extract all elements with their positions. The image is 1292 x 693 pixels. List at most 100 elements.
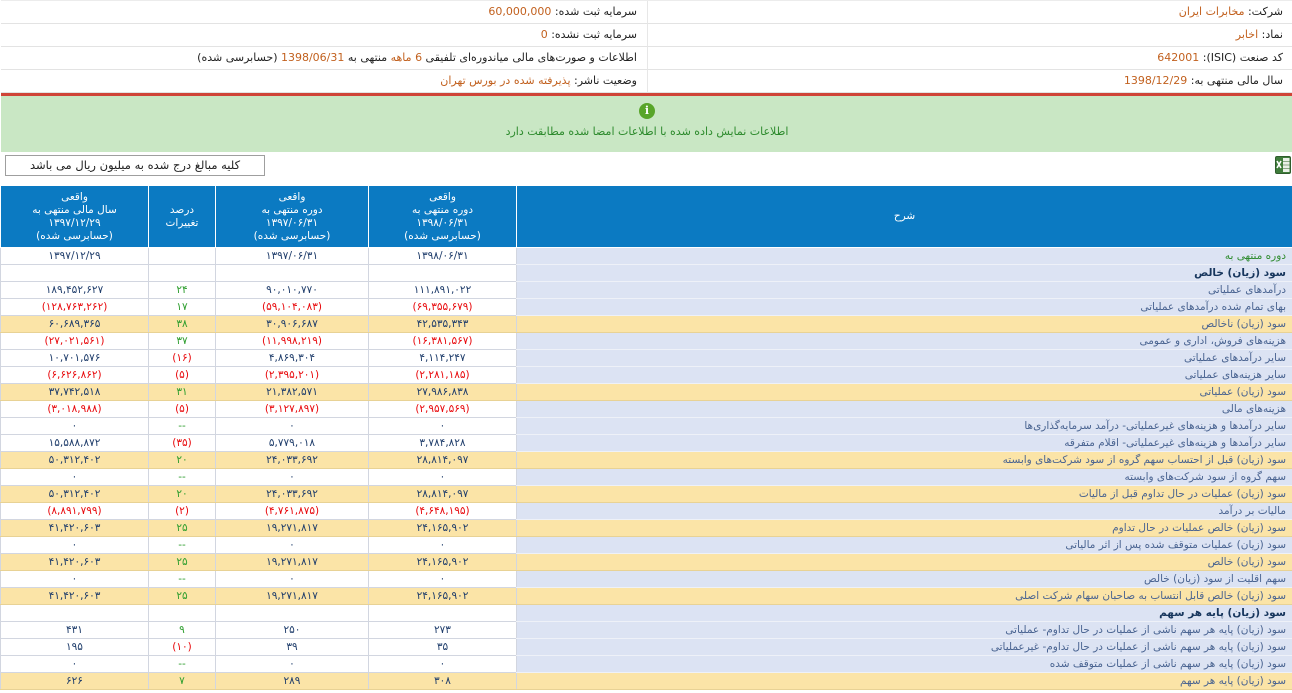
cell-d: ۴۱,۴۲۰,۶۰۳ [0,588,148,605]
column-header-line: تغییرات [150,217,212,230]
info-label: وضعیت ناشر: [570,74,636,87]
table-header-row: شرح واقعی دوره منتهی به ۱۳۹۸/۰۶/۳۱ (حسابرسی … [0,186,1292,248]
column-header-line: (حسابرسی شده) [217,230,365,243]
row-label: سود (زیان) پایه هر سهم [516,605,1292,622]
cell-a: ۲۷,۹۸۶,۸۳۸ [368,384,516,401]
column-header-line: شرح [518,210,1289,223]
cell-a: ۲۴,۱۶۵,۹۰۲ [368,588,516,605]
cell-pct: ۷ [148,673,215,690]
banner-message: اطلاعات نمایش داده شده با اطلاعات امضا ش… [0,125,1292,138]
cell-pct: ۲۴ [148,282,215,299]
cell-b: (۲,۳۹۵,۲۰۱) [215,367,368,384]
row-label: سود (زیان) خالص قابل انتساب به صاحبان سه… [516,588,1292,605]
cell-a [368,265,516,282]
cell-d [0,605,148,622]
cell-pct: ۳۷ [148,333,215,350]
cell-d: ۴۳۱ [0,622,148,639]
cell-d: ۶۰,۶۸۹,۳۶۵ [0,316,148,333]
row-label: سهم اقلیت از سود (زیان) خالص [516,571,1292,588]
info-value: 642001 [1156,51,1198,64]
table-row-5: هزینه‌های فروش، اداری و عمومی (۱۶,۳۸۱,۵۶۷… [0,333,1292,350]
info-label: شرکت: [1243,5,1282,18]
info-row-0: شرکت: مخابرات ایران [646,1,1292,24]
info-value: 60,000,000 [487,5,550,18]
info-value: اخابر [1235,28,1257,41]
column-header-line: (حسابرسی شده) [2,230,145,243]
table-row-3: بهای تمام شده درآمدهای عملیاتی (۶۹,۳۵۵,۶۷… [0,299,1292,316]
column-header-line: دوره منتهی به [370,204,513,217]
cell-b: ۰ [215,418,368,435]
info-label: منتهی به [343,51,389,64]
row-label: سود (زیان) پایه هر سهم ناشی از عملیات مت… [516,656,1292,673]
row-label: سهم گروه از سود شرکت‌های وابسته [516,469,1292,486]
table-row-17: سود (زیان) عملیات متوقف شده پس از اثر ما… [0,537,1292,554]
table-row-15: مالیات بر درآمد (۴,۶۴۸,۱۹۵) (۴,۷۶۱,۸۷۵) (۲)… [0,503,1292,520]
cell-b: ۳۹ [215,639,368,656]
table-row-4: سود (زیان) ناخالص ۴۲,۵۳۵,۳۴۳ ۳۰,۹۰۶,۶۸۷ ۳۸ ۶… [0,316,1292,333]
cell-b: ۱۹,۲۷۱,۸۱۷ [215,588,368,605]
info-row-6: سال مالی منتهی به: 1398/12/29 [646,70,1292,93]
column-header-line: ۱۳۹۸/۰۶/۳۱ [370,217,513,230]
cell-b: ۲۴,۰۳۳,۶۹۲ [215,486,368,503]
cell-a: ۴,۱۱۴,۲۴۷ [368,350,516,367]
excel-export-icon[interactable] [1274,156,1290,178]
row-label: سود (زیان) عملیاتی [516,384,1292,401]
cell-b: ۱۹,۲۷۱,۸۱۷ [215,554,368,571]
cell-b: ۱۳۹۷/۰۶/۳۱ [215,248,368,265]
cell-b [215,265,368,282]
column-header-label: شرح [516,186,1292,248]
cell-a: ۰ [368,537,516,554]
cell-pct: ۲۵ [148,554,215,571]
cell-b: ۱۹,۲۷۱,۸۱۷ [215,520,368,537]
cell-a: ۲۸,۸۱۴,۰۹۷ [368,452,516,469]
cell-pct: -- [148,537,215,554]
column-header-d: واقعی سال مالی منتهی به ۱۳۹۷/۱۲/۲۹ (حسابرسی… [0,186,148,248]
cell-d: ۵۰,۳۱۲,۴۰۲ [0,452,148,469]
row-label: هزینه‌های فروش، اداری و عمومی [516,333,1292,350]
cell-a: ۰ [368,656,516,673]
column-header-line: ۱۳۹۷/۰۶/۳۱ [217,217,365,230]
cell-d: (۱۲۸,۷۶۳,۲۶۲) [0,299,148,316]
income-statement-table: شرح واقعی دوره منتهی به ۱۳۹۸/۰۶/۳۱ (حسابرسی … [0,185,1292,690]
cell-pct: ۲۵ [148,520,215,537]
row-label: دوره منتهی به [516,248,1292,265]
cell-d [0,265,148,282]
codal-financial-statement-page: شرکت: مخابرات ایران سرمایه ثبت شده: 60,00… [0,0,1292,690]
info-value: پذیرفته شده در بورس تهران [439,74,569,87]
cell-d: ۰ [0,656,148,673]
info-value: 1398/06/31 [280,51,343,64]
column-header-line: ۱۳۹۷/۱۲/۲۹ [2,217,145,230]
cell-pct: (۱۶) [148,350,215,367]
row-label: درآمدهای عملیاتی [516,282,1292,299]
cell-a: (۱۶,۳۸۱,۵۶۷) [368,333,516,350]
info-value: 1398/12/29 [1123,74,1186,87]
cell-pct: (۵) [148,367,215,384]
table-row-24: سود (زیان) پایه هر سهم ناشی از عملیات مت… [0,656,1292,673]
column-header-line: واقعی [2,191,145,204]
cell-d: ۴۱,۴۲۰,۶۰۳ [0,520,148,537]
cell-b [215,605,368,622]
table-row-21: سود (زیان) پایه هر سهم [0,605,1292,622]
info-icon: i [638,103,654,119]
row-label: سود (زیان) پایه هر سهم [516,673,1292,690]
row-label: سود (زیان) ناخالص [516,316,1292,333]
table-row-10: سایر درآمدها و هزینه‌های غیرعملیاتی- درآ… [0,418,1292,435]
row-label: سایر درآمدها و هزینه‌های غیرعملیاتی- اقل… [516,435,1292,452]
cell-b: (۵۹,۱۰۴,۰۸۳) [215,299,368,316]
cell-a: ۴۲,۵۳۵,۳۴۳ [368,316,516,333]
cell-b: (۴,۷۶۱,۸۷۵) [215,503,368,520]
cell-b: (۳,۱۲۷,۸۹۷) [215,401,368,418]
row-label: سود (زیان) عملیات متوقف شده پس از اثر ما… [516,537,1292,554]
cell-a: ۲۴,۱۶۵,۹۰۲ [368,554,516,571]
table-row-12: سود (زیان) قبل از احتساب سهم گروه از سود… [0,452,1292,469]
cell-d: ۴۱,۴۲۰,۶۰۳ [0,554,148,571]
cell-a: ۲۷۳ [368,622,516,639]
cell-d: (۸,۸۹۱,۷۹۹) [0,503,148,520]
company-info-grid: شرکت: مخابرات ایران سرمایه ثبت شده: 60,00… [0,0,1292,93]
info-label: نماد: [1257,28,1282,41]
cell-b: ۲۵۰ [215,622,368,639]
row-label: سود (زیان) قبل از احتساب سهم گروه از سود… [516,452,1292,469]
cell-b: ۳۰,۹۰۶,۶۸۷ [215,316,368,333]
cell-d: ۵۰,۳۱۲,۴۰۲ [0,486,148,503]
cell-a: (۶۹,۳۵۵,۶۷۹) [368,299,516,316]
